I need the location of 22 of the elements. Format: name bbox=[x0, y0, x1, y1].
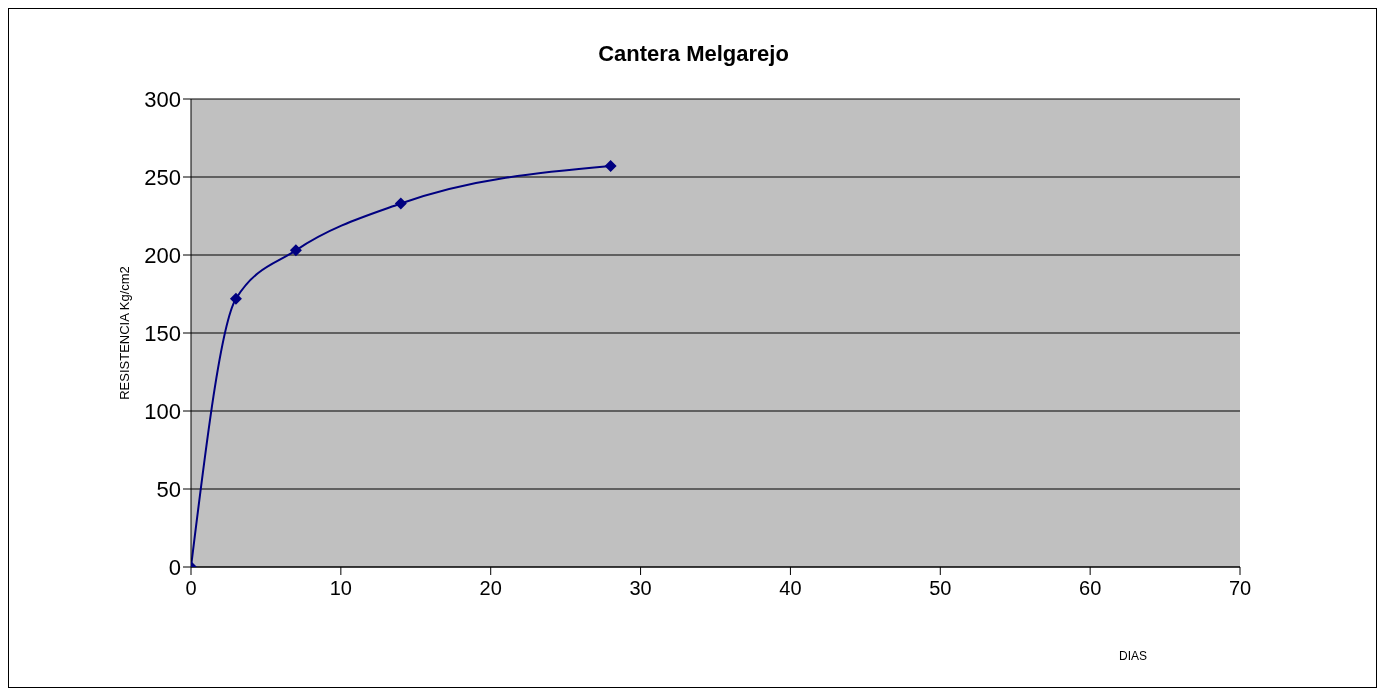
point bbox=[394, 197, 407, 210]
x-tick-label: 50 bbox=[929, 577, 952, 600]
y-tick-label: 250 bbox=[144, 164, 181, 190]
y-tick-label: 300 bbox=[144, 86, 181, 112]
x-axis-title: DIAS bbox=[1119, 649, 1148, 663]
point bbox=[604, 160, 617, 173]
x-tick-label: 40 bbox=[779, 577, 802, 600]
x-tick-label: 20 bbox=[479, 577, 502, 600]
y-tick-label: 200 bbox=[144, 242, 181, 268]
y-tick-label: 100 bbox=[144, 398, 181, 424]
chart-title: Cantera Melgarejo bbox=[597, 41, 790, 67]
y-tick-label: 0 bbox=[168, 554, 181, 580]
point bbox=[229, 292, 242, 305]
x-tick-label: 30 bbox=[629, 577, 652, 600]
x-tick-label: 70 bbox=[1228, 577, 1252, 600]
x-tick-label: 10 bbox=[329, 577, 352, 600]
y-tick-label: 50 bbox=[156, 476, 181, 502]
x-tick-label: 60 bbox=[1079, 577, 1102, 600]
y-axis-title: RESISTENCIA Kg/cm2 bbox=[116, 266, 132, 400]
point bbox=[289, 244, 302, 257]
y-tick-label: 150 bbox=[144, 320, 181, 346]
x-tick-label: 0 bbox=[185, 577, 197, 600]
